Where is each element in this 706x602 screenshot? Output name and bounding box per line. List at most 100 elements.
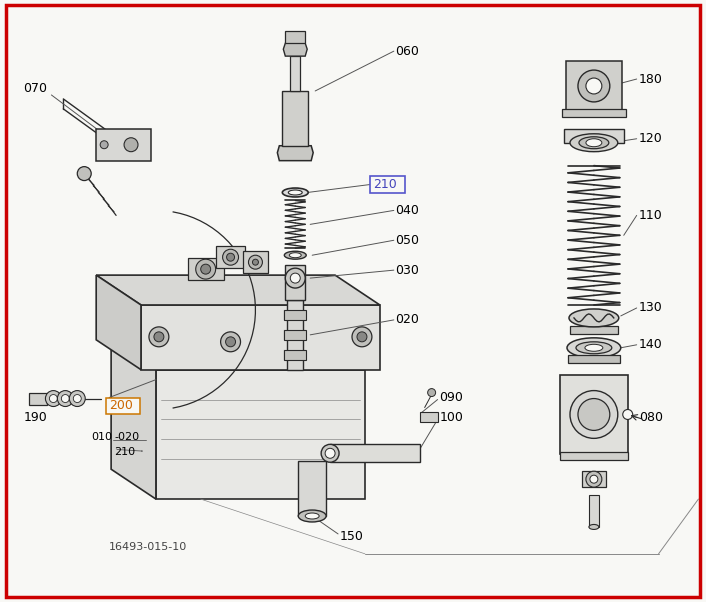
Text: 010: 010 <box>91 432 112 442</box>
Ellipse shape <box>585 344 603 351</box>
Circle shape <box>222 249 239 265</box>
Circle shape <box>285 268 305 288</box>
Bar <box>568 355 620 363</box>
Circle shape <box>253 259 258 265</box>
Bar <box>30 393 47 405</box>
Text: 070: 070 <box>23 82 47 96</box>
Text: 180: 180 <box>639 72 662 85</box>
Bar <box>560 452 628 461</box>
Circle shape <box>590 475 598 483</box>
Bar <box>298 461 326 516</box>
Polygon shape <box>283 43 307 56</box>
Text: 080: 080 <box>639 411 663 424</box>
Circle shape <box>249 255 263 269</box>
Bar <box>290 56 300 91</box>
Polygon shape <box>111 340 365 370</box>
Ellipse shape <box>576 342 612 354</box>
Circle shape <box>220 332 241 352</box>
Polygon shape <box>96 275 380 305</box>
Ellipse shape <box>579 137 609 149</box>
Circle shape <box>623 409 633 420</box>
Polygon shape <box>277 146 313 161</box>
Text: 090: 090 <box>440 391 463 404</box>
Ellipse shape <box>321 444 339 462</box>
Ellipse shape <box>305 513 319 519</box>
Circle shape <box>61 394 69 403</box>
Bar <box>570 326 618 334</box>
Text: 140: 140 <box>639 338 662 352</box>
Ellipse shape <box>569 309 618 327</box>
Circle shape <box>45 391 61 406</box>
Circle shape <box>586 471 602 487</box>
Polygon shape <box>96 275 141 370</box>
Ellipse shape <box>325 448 335 458</box>
Bar <box>285 31 305 43</box>
Circle shape <box>149 327 169 347</box>
Text: 210: 210 <box>114 447 136 458</box>
Bar <box>156 370 365 499</box>
Text: 210: 210 <box>373 178 397 191</box>
Circle shape <box>428 389 436 397</box>
Bar <box>582 471 606 487</box>
Bar <box>96 129 151 161</box>
Ellipse shape <box>282 188 309 197</box>
Bar <box>589 495 599 527</box>
Bar <box>287 300 304 370</box>
Bar <box>285 265 305 300</box>
Text: 190: 190 <box>23 411 47 424</box>
Text: -020: -020 <box>114 432 139 442</box>
Text: 030: 030 <box>395 264 419 277</box>
Bar <box>215 246 246 268</box>
Circle shape <box>77 167 91 181</box>
Circle shape <box>226 337 236 347</box>
Text: 120: 120 <box>639 132 662 145</box>
Circle shape <box>124 138 138 152</box>
Circle shape <box>49 394 57 403</box>
FancyArrowPatch shape <box>117 450 142 452</box>
Circle shape <box>154 332 164 342</box>
Text: 150: 150 <box>340 530 364 544</box>
Circle shape <box>290 273 300 283</box>
Polygon shape <box>111 340 156 499</box>
Ellipse shape <box>589 524 599 529</box>
Text: 130: 130 <box>639 302 662 314</box>
Circle shape <box>73 394 81 403</box>
Text: 200: 200 <box>109 399 133 412</box>
Text: 050: 050 <box>395 234 419 247</box>
Ellipse shape <box>289 253 301 258</box>
Ellipse shape <box>288 190 302 195</box>
Ellipse shape <box>285 251 306 259</box>
Bar <box>419 412 438 423</box>
Ellipse shape <box>567 338 621 358</box>
Bar <box>106 397 140 414</box>
Bar <box>562 109 626 117</box>
Text: 110: 110 <box>639 209 662 222</box>
Circle shape <box>69 391 85 406</box>
Circle shape <box>57 391 73 406</box>
Bar <box>141 305 380 370</box>
Text: 040: 040 <box>395 204 419 217</box>
Text: 060: 060 <box>395 45 419 58</box>
Text: 16493-015-10: 16493-015-10 <box>109 542 187 552</box>
Circle shape <box>227 253 234 261</box>
Bar <box>566 61 622 111</box>
Bar <box>282 91 309 146</box>
Circle shape <box>201 264 210 274</box>
Ellipse shape <box>578 399 610 430</box>
Text: 020: 020 <box>395 314 419 326</box>
Bar <box>370 176 405 193</box>
Bar <box>285 350 306 360</box>
Ellipse shape <box>570 134 618 152</box>
Circle shape <box>196 259 215 279</box>
Ellipse shape <box>586 78 602 94</box>
Bar <box>285 310 306 320</box>
Circle shape <box>357 332 367 342</box>
Bar <box>330 444 419 462</box>
Circle shape <box>100 141 108 149</box>
Bar <box>188 258 224 280</box>
Bar <box>564 129 623 143</box>
Ellipse shape <box>578 70 610 102</box>
Ellipse shape <box>586 138 602 147</box>
Bar <box>243 251 268 273</box>
Circle shape <box>352 327 372 347</box>
